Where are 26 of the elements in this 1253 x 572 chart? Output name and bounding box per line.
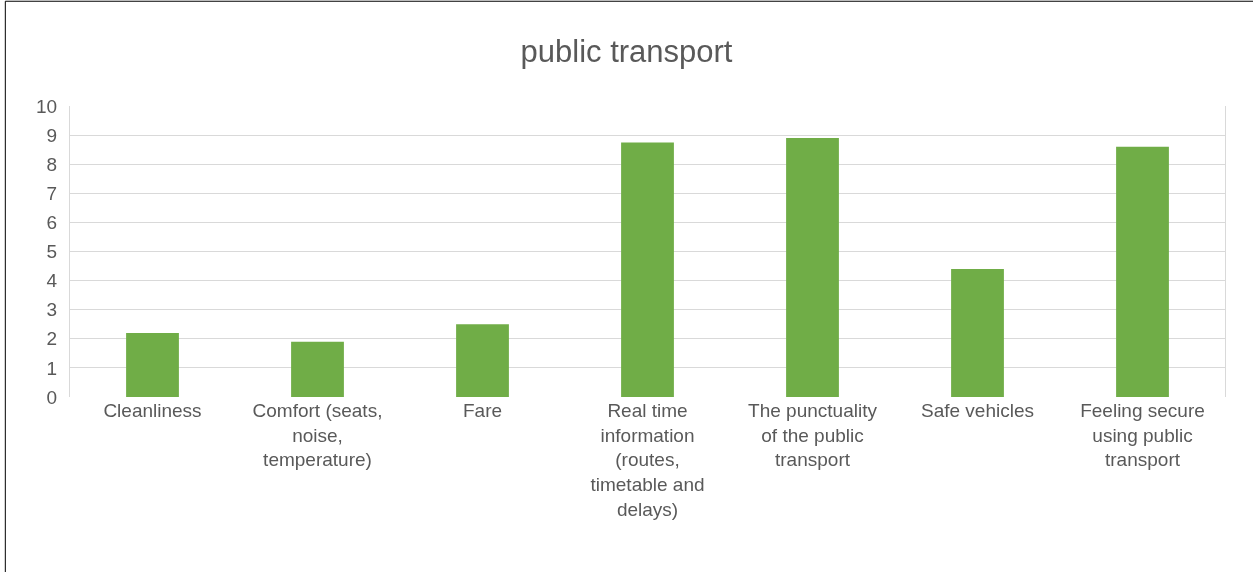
bar (456, 324, 509, 397)
y-tick-label: 6 (46, 212, 58, 234)
y-tick-label: 5 (46, 241, 58, 263)
x-tick-label: Comfort (seats, noise, temperature) (252, 400, 383, 471)
bar (291, 341, 344, 397)
y-tick-label: 7 (46, 182, 58, 204)
y-tick-label: 3 (46, 299, 58, 321)
x-tick-label: The punctuality of the public transport (748, 400, 878, 471)
y-tick-label: 2 (46, 328, 58, 350)
y-tick-label: 0 (46, 386, 58, 408)
y-tick-label: 8 (46, 153, 58, 175)
x-tick-label: Cleanliness (103, 400, 202, 421)
x-tick-label: Safe vehicles (920, 400, 1035, 421)
bar (1116, 146, 1169, 397)
bar (126, 332, 179, 397)
y-tick-label: 4 (46, 270, 58, 292)
bar (621, 142, 674, 397)
y-tick-label: 9 (46, 124, 58, 146)
bar (951, 268, 1004, 397)
chart-title: public transport (520, 34, 733, 70)
y-tick-label: 10 (36, 95, 58, 117)
x-tick-label: Real time information (routes, timetable and delays) (590, 400, 705, 520)
y-tick-label: 1 (46, 357, 58, 379)
bar (786, 138, 839, 397)
x-tick-label: Fare (462, 400, 503, 421)
x-tick-label: Feeling secure using public transport (1080, 400, 1205, 471)
